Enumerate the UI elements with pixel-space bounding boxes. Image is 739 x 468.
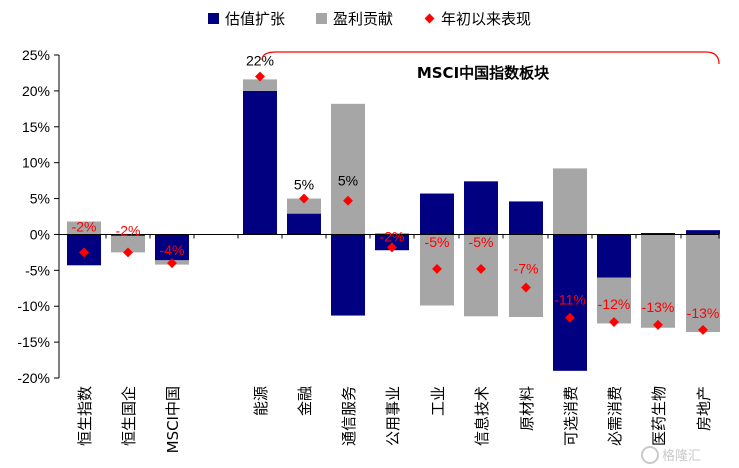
y-tick-label: 5% (30, 191, 50, 207)
data-label-8: -5% (469, 234, 494, 250)
bar-0-2 (155, 234, 189, 261)
category-label-11: 必需消费 (606, 386, 624, 446)
data-label-4: 5% (294, 177, 314, 193)
y-tick-label: -10% (17, 298, 50, 314)
y-tick-label: -20% (17, 370, 50, 386)
bar-1-10 (553, 168, 587, 235)
bar-0-4 (287, 213, 321, 235)
y-tick-label: 15% (22, 119, 50, 135)
legend-label-2: 年初以来表现 (441, 10, 531, 28)
category-label-1: 恒生国企 (120, 386, 138, 446)
data-label-11: -12% (598, 296, 631, 312)
y-axis: 25% 20% 15% 10% 5% 0% -5% -10% -15% -20% (17, 47, 60, 386)
y-tick-label: -15% (17, 334, 50, 350)
sector-annotation-label: MSCI中国指数板块 (417, 64, 550, 82)
bar-1-6 (375, 233, 409, 235)
bar-1-13 (686, 234, 720, 333)
bar-0-9 (509, 201, 543, 235)
legend: 估值扩张 盈利贡献 年初以来表现 (208, 10, 531, 28)
bar-1-8 (464, 234, 498, 317)
marker-13 (698, 324, 708, 335)
data-label-7: -5% (425, 234, 450, 250)
bar-1-12 (641, 234, 675, 328)
data-label-13: -13% (687, 305, 720, 321)
bar-1-11 (597, 277, 631, 324)
category-label-5: 通信服务 (340, 386, 358, 446)
marker-4 (299, 193, 309, 204)
y-tick-label: -5% (25, 262, 50, 278)
sector-brace (261, 51, 720, 65)
marker-1 (123, 247, 133, 258)
watermark-logo-icon (641, 446, 659, 464)
watermark-text: 格隆汇 (662, 448, 701, 464)
data-label-3: 22% (246, 53, 274, 69)
zero-line-group (58, 233, 720, 239)
bar-0-12 (641, 233, 675, 235)
bar-0-3 (243, 90, 277, 235)
y-tick-label: 0% (30, 226, 50, 242)
data-label-9: -7% (514, 261, 539, 277)
data-label-10: -11% (554, 292, 586, 308)
data-label-1: -2% (116, 222, 141, 238)
category-label-13: 房地产 (695, 386, 713, 431)
marker-9 (521, 282, 531, 293)
bar-0-13 (686, 230, 720, 235)
category-label-0: 恒生指数 (76, 386, 94, 446)
marker-5 (343, 195, 353, 206)
category-label-4: 金融 (296, 386, 314, 416)
category-label-2: MSCI中国 (164, 386, 182, 453)
legend-swatch-2 (424, 13, 435, 24)
marker-2 (167, 258, 177, 269)
category-label-6: 公用事业 (384, 386, 402, 446)
marker-6 (387, 242, 397, 253)
bar-1-3 (243, 79, 277, 91)
markers (79, 71, 708, 335)
category-label-12: 医药生物 (650, 386, 668, 446)
bar-1-9 (509, 234, 543, 317)
watermark: 格隆汇 (641, 446, 701, 464)
bar-0-6 (375, 234, 409, 251)
legend-label-0: 估值扩张 (225, 10, 285, 28)
bar-0-8 (464, 181, 498, 235)
legend-swatch-1 (316, 13, 327, 24)
data-label-5: 5% (338, 173, 358, 189)
y-tick-label: 10% (22, 155, 50, 171)
data-label-12: -13% (642, 299, 675, 315)
marker-10 (565, 312, 575, 323)
bar-1-5 (331, 103, 365, 235)
category-label-10: 可选消费 (562, 386, 580, 446)
bar-1-4 (287, 198, 321, 214)
marker-11 (609, 317, 619, 327)
marker-0 (79, 247, 89, 258)
data-label-6: -2% (380, 228, 405, 244)
legend-swatch-0 (208, 13, 219, 24)
bar-1-1 (111, 235, 145, 253)
bar-1-0 (67, 221, 101, 235)
marker-8 (476, 263, 486, 274)
bar-0-7 (420, 193, 454, 235)
category-label-8: 信息技术 (473, 386, 491, 446)
sector-annotation: MSCI中国指数板块 (261, 51, 720, 82)
category-label-9: 原材料 (518, 386, 536, 431)
data-labels: -2% -2% -4% 22% 5% 5% -2% -5% -5% -7% -11% -12% -13%… (72, 53, 720, 321)
bar-0-11 (597, 234, 631, 278)
category-labels: 恒生指数 恒生国企 MSCI中国 能源 金融 通信服务 公用事业 工业 信息技术 原材料 可选消费 必… (76, 386, 713, 453)
data-label-2: -4% (160, 242, 185, 258)
bar-0-10 (553, 234, 587, 371)
category-label-7: 工业 (429, 386, 447, 416)
bars (67, 79, 720, 371)
bar-0-5 (331, 234, 365, 316)
y-tick-label: 25% (22, 47, 50, 63)
marker-7 (432, 263, 442, 274)
marker-12 (653, 319, 663, 330)
bar-0-1 (111, 234, 145, 236)
legend-label-1: 盈利贡献 (333, 10, 393, 28)
category-label-3: 能源 (252, 386, 270, 416)
y-tick-label: 20% (22, 83, 50, 99)
data-label-0: -2% (72, 218, 97, 234)
